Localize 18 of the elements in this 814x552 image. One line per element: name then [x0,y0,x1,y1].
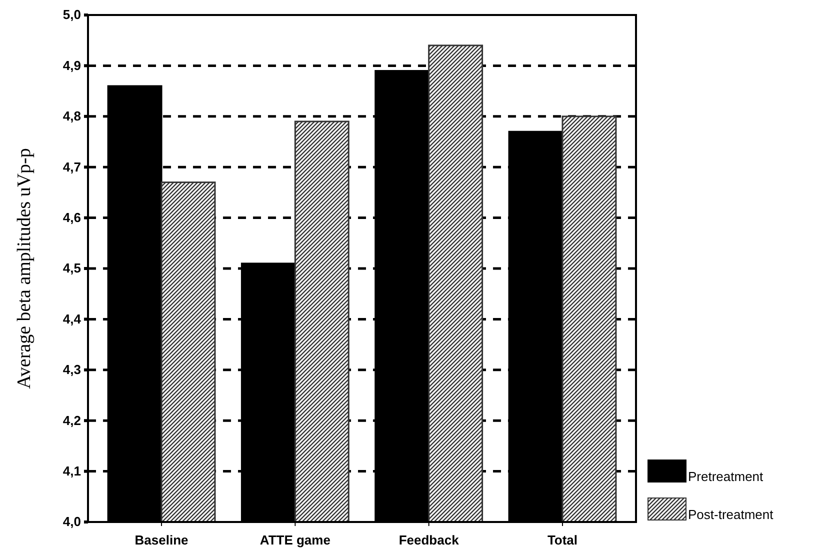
x-tick-label: Baseline [134,532,188,548]
y-tick-label: 5,0 [62,7,81,22]
y-tick-label: 4,9 [62,58,81,73]
legend-label: Pretreatment [688,469,764,484]
y-tick-label: 4,4 [62,311,82,326]
y-tick-label: 4,8 [62,108,81,124]
y-tick-label: 4,2 [62,412,81,428]
y-tick-label: 4,6 [62,210,81,225]
x-tick-label: Total [547,532,578,548]
y-tick-label: 4,7 [62,159,81,174]
y-axis-title: Average beta amplitudes uVp-p [14,148,35,389]
legend-label: Post-treatment [688,507,774,522]
y-tick-label: 4,5 [62,260,81,276]
y-tick-label: 4,1 [62,463,81,478]
x-tick-label: Feedback [398,532,460,548]
y-tick-label: 4,3 [62,362,81,378]
y-tick-label: 4,0 [62,514,81,530]
x-tick-label: ATTE game [260,532,330,548]
